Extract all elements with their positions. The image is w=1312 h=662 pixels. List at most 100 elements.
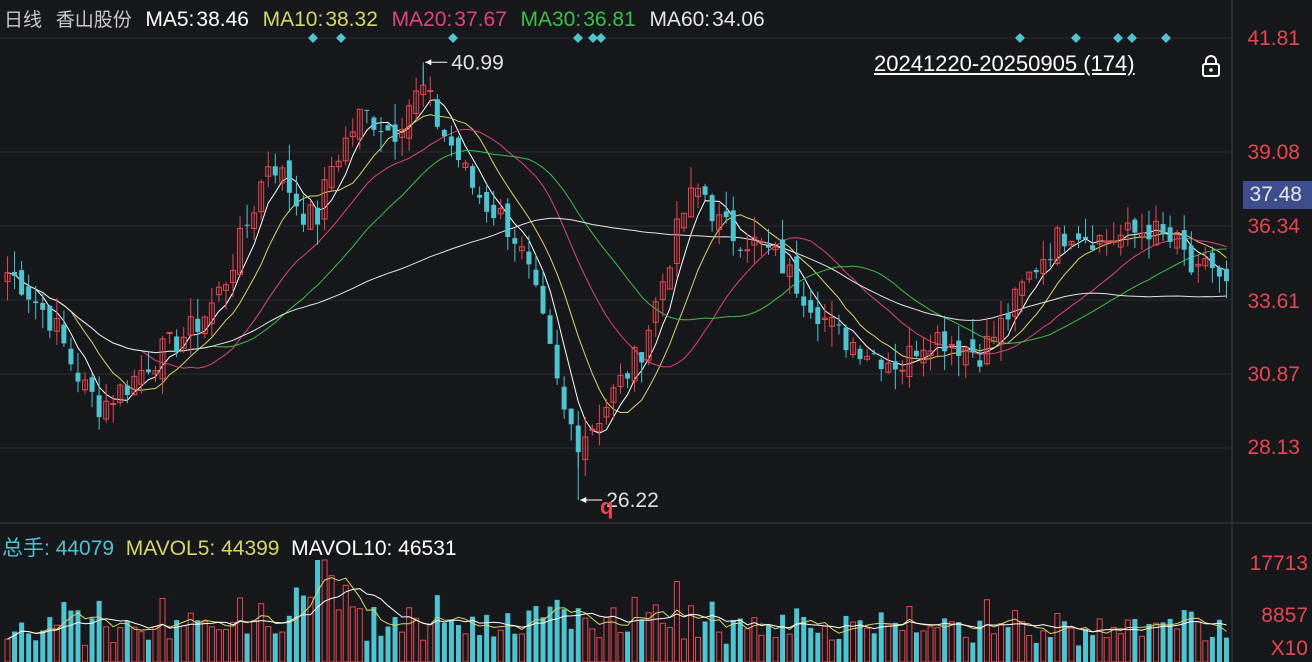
- current-price-tag: 37.48: [1243, 181, 1312, 209]
- volume-bar-up: [1124, 619, 1131, 662]
- ma60-value: 34.06: [712, 8, 765, 31]
- candle-body-up: [899, 369, 906, 372]
- candle-body-up: [1202, 258, 1209, 267]
- volume-bar-down: [801, 617, 807, 662]
- candle-body-down: [1160, 224, 1166, 234]
- candle-body-up: [201, 316, 208, 335]
- candle-body-down: [33, 301, 39, 304]
- volume-bar-up: [1110, 626, 1117, 662]
- candle-body-down: [540, 285, 546, 314]
- candle-body-down: [892, 361, 898, 370]
- ma60-label: MA60:: [649, 8, 711, 31]
- volume-bar-up: [828, 639, 835, 662]
- candle-body-up: [687, 187, 694, 218]
- volume-bar-up: [927, 626, 934, 662]
- volume-bar-up: [990, 633, 997, 662]
- volume-bar-up: [899, 630, 906, 662]
- volume-bar-up: [159, 597, 166, 662]
- candle-body-down: [1047, 259, 1053, 261]
- candle-body-up: [413, 90, 420, 114]
- volume-bar-up: [631, 596, 638, 662]
- candle-body-up: [920, 349, 927, 364]
- volume-bar-down: [19, 622, 25, 662]
- volume-bar-up: [582, 617, 589, 662]
- candle-body-up: [1026, 271, 1033, 280]
- candle-body-down: [780, 239, 786, 274]
- candle-body-up: [131, 375, 138, 396]
- signal-diamond: [596, 33, 606, 43]
- volume-bar-down: [878, 612, 884, 662]
- volume-bar-up: [687, 605, 694, 662]
- volume-bar-up: [1153, 622, 1160, 662]
- volume-bar-up: [399, 631, 406, 662]
- signal-diamond: [573, 33, 583, 43]
- candle-body-up: [1019, 281, 1026, 296]
- volume-bar-up: [103, 626, 110, 662]
- volume-bar-up: [349, 606, 356, 662]
- ma30-value: 36.81: [583, 8, 636, 31]
- volume-tick-mid: 8857: [1261, 604, 1308, 627]
- lock-icon[interactable]: [1200, 54, 1222, 78]
- volume-bar-down: [765, 625, 771, 662]
- candle-body-down: [286, 160, 292, 193]
- volume-bar-down: [709, 601, 715, 662]
- candle-body-up: [990, 336, 997, 343]
- volume-bar-down: [75, 610, 81, 662]
- moving-average-lines: [7, 99, 1227, 434]
- volume-bar-down: [1146, 623, 1152, 662]
- candle-body-up: [680, 212, 687, 229]
- volume-bar-up: [983, 599, 990, 662]
- candle-body-down: [47, 305, 53, 331]
- candle-body-down: [639, 352, 645, 363]
- volume-bar-down: [625, 631, 631, 662]
- volume-bar-down: [780, 614, 786, 662]
- candle-body-up: [821, 317, 828, 321]
- date-range-label[interactable]: 20241220-20250905 (174): [874, 51, 1135, 76]
- volume-bar-down: [892, 622, 898, 662]
- volume-bar-up: [1195, 621, 1202, 662]
- volume-bar-up: [110, 642, 117, 662]
- candle-body-up: [258, 181, 265, 213]
- volume-bar-up: [53, 624, 60, 662]
- volume-bar-up: [617, 632, 624, 662]
- candlesticks: [4, 65, 1229, 477]
- candle-body-up: [744, 249, 751, 252]
- candle-body-down: [371, 117, 377, 130]
- candle-body-up: [1138, 232, 1145, 238]
- signal-diamond: [1015, 33, 1025, 43]
- candle-body-up: [159, 338, 166, 380]
- volume-bar-down: [737, 618, 743, 662]
- volume-bar-down: [68, 610, 74, 662]
- candle-body-up: [751, 236, 758, 246]
- q-marker: q: [600, 494, 614, 519]
- price-tick-3: 36.34: [1247, 215, 1300, 238]
- candle-body-up: [53, 318, 60, 332]
- candle-body-down: [836, 324, 842, 326]
- price-tick-5: 30.87: [1247, 363, 1300, 386]
- volume-bar-down: [12, 631, 18, 662]
- candle-body-up: [589, 428, 596, 431]
- volume-bar-down: [1005, 627, 1011, 662]
- volume-bar-up: [237, 597, 244, 662]
- candle-body-down: [956, 340, 962, 356]
- candle-body-up: [117, 384, 124, 403]
- mavol5-label: MAVOL5:: [125, 537, 216, 560]
- volume-bar-up: [152, 626, 159, 662]
- candle-body-down: [843, 327, 849, 351]
- volume-bar-up: [744, 628, 751, 662]
- period-label: 日线: [4, 10, 43, 31]
- volume-bar-down: [33, 640, 39, 662]
- ma60-line: [7, 217, 1227, 354]
- volume-bars: [4, 559, 1229, 662]
- volume-bar-up: [751, 617, 758, 662]
- volume-bar-down: [568, 628, 574, 662]
- volume-bar-down: [315, 560, 321, 662]
- volume-bar-up: [1068, 627, 1075, 662]
- volume-bar-down: [470, 616, 476, 662]
- volume-bar-up: [1138, 635, 1145, 662]
- volume-unit: X10: [1270, 637, 1308, 660]
- candle-body-up: [596, 422, 603, 432]
- volume-bar-up: [229, 621, 236, 662]
- volume-bar-up: [222, 629, 229, 662]
